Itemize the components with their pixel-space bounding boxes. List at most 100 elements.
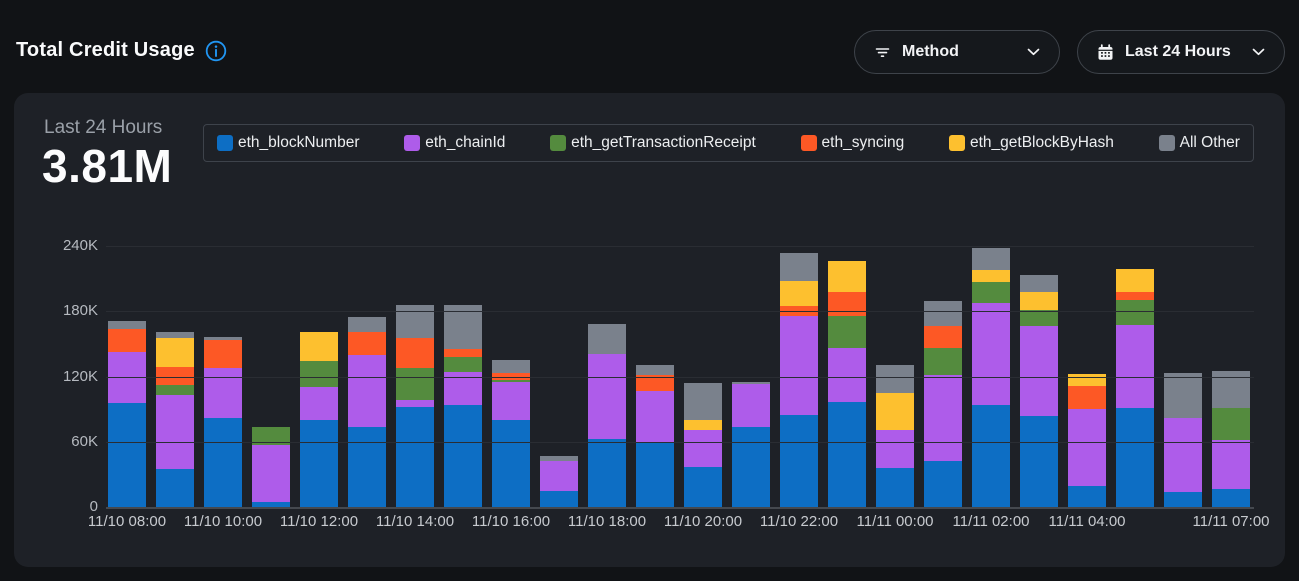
bar-segment-eth_chainId[interactable] (588, 353, 626, 439)
bar-segment-All Other[interactable] (540, 455, 578, 462)
bar-segment-All Other[interactable] (1164, 373, 1202, 418)
bar-segment-eth_getBlockByHash[interactable] (684, 420, 722, 430)
bar-segment-eth_getTransactionReceipt[interactable] (252, 426, 290, 446)
bar-segment-eth_getTransactionReceipt[interactable] (396, 367, 434, 401)
bar-segment-eth_syncing[interactable] (204, 339, 242, 368)
bar-segment-eth_chainId[interactable] (1116, 325, 1154, 409)
stacked-bar[interactable] (828, 261, 866, 507)
bar-segment-eth_chainId[interactable] (1020, 326, 1058, 416)
bar-segment-All Other[interactable] (348, 316, 386, 332)
bar-segment-eth_chainId[interactable] (156, 395, 194, 469)
bar-segment-eth_chainId[interactable] (876, 429, 914, 468)
bar-segment-All Other[interactable] (732, 381, 770, 385)
legend-item[interactable]: eth_blockNumber (217, 134, 359, 152)
stacked-bar[interactable] (156, 331, 194, 507)
bar-segment-eth_getTransactionReceipt[interactable] (492, 379, 530, 382)
bar-segment-eth_blockNumber[interactable] (1212, 488, 1250, 507)
bar-segment-eth_blockNumber[interactable] (300, 420, 338, 507)
bar-segment-eth_getBlockByHash[interactable] (780, 280, 818, 306)
bar-segment-eth_blockNumber[interactable] (780, 414, 818, 507)
bar-segment-eth_getTransactionReceipt[interactable] (1116, 300, 1154, 326)
bar-segment-All Other[interactable] (780, 252, 818, 281)
bar-segment-eth_chainId[interactable] (204, 367, 242, 418)
bar-segment-eth_chainId[interactable] (396, 400, 434, 407)
stacked-bar[interactable] (348, 316, 386, 507)
bar-segment-All Other[interactable] (684, 383, 722, 421)
stacked-bar[interactable] (396, 304, 434, 507)
bar-segment-eth_blockNumber[interactable] (204, 417, 242, 507)
bar-segment-eth_chainId[interactable] (780, 315, 818, 415)
bar-segment-eth_chainId[interactable] (444, 372, 482, 405)
bar-segment-eth_blockNumber[interactable] (156, 468, 194, 507)
stacked-bar[interactable] (876, 364, 914, 507)
bar-segment-eth_syncing[interactable] (828, 291, 866, 316)
bar-segment-eth_getBlockByHash[interactable] (1116, 268, 1154, 292)
bar-segment-eth_getTransactionReceipt[interactable] (924, 348, 962, 376)
bar-segment-All Other[interactable] (204, 337, 242, 340)
bar-segment-eth_chainId[interactable] (1212, 439, 1250, 489)
bar-segment-eth_syncing[interactable] (1068, 386, 1106, 410)
stacked-bar[interactable] (1164, 373, 1202, 507)
bar-segment-eth_chainId[interactable] (540, 461, 578, 491)
bar-segment-eth_syncing[interactable] (780, 305, 818, 316)
stacked-bar[interactable] (636, 364, 674, 507)
bar-segment-eth_chainId[interactable] (924, 375, 962, 462)
bar-segment-eth_blockNumber[interactable] (1116, 408, 1154, 507)
stacked-bar[interactable] (1116, 268, 1154, 507)
stacked-bar[interactable] (732, 381, 770, 507)
legend-item[interactable]: eth_getTransactionReceipt (550, 134, 756, 152)
bar-segment-eth_getBlockByHash[interactable] (828, 261, 866, 292)
bar-segment-eth_getBlockByHash[interactable] (1020, 291, 1058, 311)
stacked-bar[interactable] (444, 304, 482, 507)
stacked-bar[interactable] (1068, 374, 1106, 507)
bar-segment-eth_blockNumber[interactable] (348, 426, 386, 507)
bar-segment-eth_blockNumber[interactable] (972, 404, 1010, 507)
bar-segment-eth_blockNumber[interactable] (444, 404, 482, 507)
bar-segment-eth_chainId[interactable] (828, 348, 866, 402)
stacked-bar[interactable] (1020, 275, 1058, 507)
bar-segment-eth_syncing[interactable] (444, 349, 482, 357)
stacked-bar[interactable] (924, 301, 962, 507)
bar-segment-eth_chainId[interactable] (348, 354, 386, 427)
bar-segment-eth_chainId[interactable] (1068, 409, 1106, 487)
legend-item[interactable]: eth_getBlockByHash (949, 134, 1114, 152)
bar-segment-All Other[interactable] (588, 324, 626, 354)
bar-segment-eth_getBlockByHash[interactable] (156, 338, 194, 367)
bar-segment-eth_chainId[interactable] (1164, 417, 1202, 492)
bar-segment-eth_blockNumber[interactable] (876, 467, 914, 507)
bar-segment-eth_getTransactionReceipt[interactable] (1212, 408, 1250, 440)
stacked-bar[interactable] (684, 383, 722, 507)
bar-segment-All Other[interactable] (972, 248, 1010, 270)
bar-segment-eth_syncing[interactable] (348, 331, 386, 355)
legend-item[interactable]: eth_chainId (404, 134, 505, 152)
bar-segment-eth_blockNumber[interactable] (1164, 491, 1202, 507)
bar-segment-eth_getBlockByHash[interactable] (972, 269, 1010, 282)
bar-segment-eth_syncing[interactable] (156, 366, 194, 386)
stacked-bar[interactable] (972, 248, 1010, 507)
bar-segment-eth_chainId[interactable] (252, 445, 290, 502)
bar-segment-eth_syncing[interactable] (396, 338, 434, 368)
bar-segment-eth_chainId[interactable] (684, 429, 722, 467)
bar-segment-eth_syncing[interactable] (1116, 291, 1154, 301)
legend-item[interactable]: eth_syncing (800, 134, 904, 152)
bar-segment-All Other[interactable] (924, 301, 962, 327)
bar-segment-eth_getTransactionReceipt[interactable] (828, 315, 866, 349)
bar-segment-eth_chainId[interactable] (732, 384, 770, 427)
bar-segment-eth_blockNumber[interactable] (732, 426, 770, 507)
bar-segment-All Other[interactable] (156, 331, 194, 339)
legend-item[interactable]: All Other (1158, 134, 1240, 152)
bar-segment-eth_chainId[interactable] (300, 387, 338, 420)
bar-segment-eth_getBlockByHash[interactable] (876, 392, 914, 430)
bar-segment-eth_getBlockByHash[interactable] (300, 331, 338, 362)
stacked-bar[interactable] (204, 337, 242, 507)
bar-segment-eth_blockNumber[interactable] (1068, 486, 1106, 507)
bar-segment-All Other[interactable] (876, 364, 914, 393)
stacked-bar[interactable] (252, 426, 290, 507)
bar-segment-eth_blockNumber[interactable] (636, 441, 674, 507)
bar-segment-All Other[interactable] (1020, 275, 1058, 292)
bar-segment-eth_blockNumber[interactable] (108, 402, 146, 507)
stacked-bar[interactable] (492, 360, 530, 507)
stacked-bar[interactable] (540, 455, 578, 507)
bar-segment-eth_chainId[interactable] (492, 381, 530, 420)
bar-segment-eth_blockNumber[interactable] (396, 406, 434, 507)
